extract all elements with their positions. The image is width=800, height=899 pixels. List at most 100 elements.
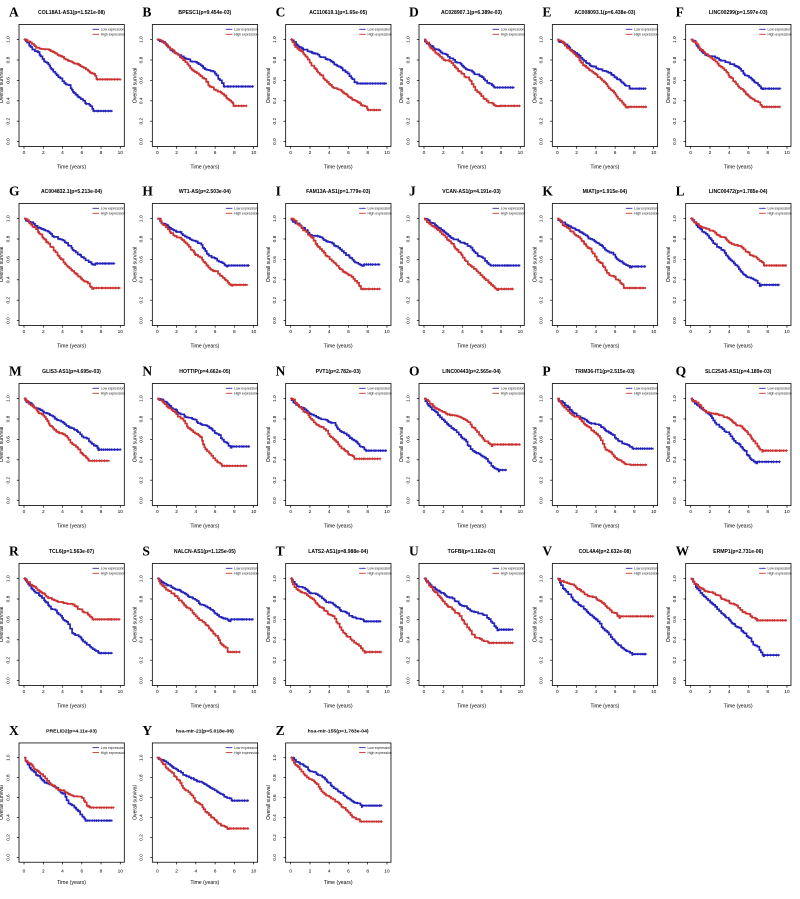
svg-text:Time (years): Time (years) — [590, 344, 619, 350]
svg-text:0.8: 0.8 — [672, 56, 678, 63]
svg-text:8: 8 — [766, 329, 769, 335]
svg-text:0.6: 0.6 — [272, 436, 278, 443]
svg-text:High expression: High expression — [234, 572, 258, 576]
svg-text:TCL6(p=1.563e-07): TCL6(p=1.563e-07) — [49, 549, 94, 555]
svg-text:8: 8 — [633, 329, 636, 335]
svg-text:Overall survival: Overall survival — [266, 247, 272, 282]
svg-text:4: 4 — [728, 150, 731, 156]
svg-text:0.6: 0.6 — [672, 436, 678, 443]
svg-text:2: 2 — [175, 509, 178, 515]
svg-text:6: 6 — [614, 150, 617, 156]
svg-text:1.0: 1.0 — [672, 36, 678, 43]
svg-text:2: 2 — [709, 689, 712, 695]
svg-text:Time (years): Time (years) — [190, 704, 219, 710]
svg-text:10: 10 — [384, 509, 390, 515]
svg-text:Overall survival: Overall survival — [666, 607, 672, 642]
svg-text:0.8: 0.8 — [405, 56, 411, 63]
svg-text:4: 4 — [328, 150, 331, 156]
svg-text:AC004832.1(p=5.213e-04): AC004832.1(p=5.213e-04) — [41, 189, 102, 195]
svg-text:0: 0 — [23, 509, 26, 515]
svg-text:8: 8 — [233, 150, 236, 156]
svg-text:Overall survival: Overall survival — [533, 68, 539, 103]
svg-text:G: G — [9, 184, 20, 199]
svg-text:6: 6 — [80, 869, 83, 875]
svg-text:0.6: 0.6 — [5, 77, 11, 84]
svg-text:Overall survival: Overall survival — [0, 785, 5, 820]
svg-text:6: 6 — [614, 329, 617, 335]
svg-text:C: C — [276, 5, 286, 20]
svg-text:6: 6 — [80, 509, 83, 515]
svg-text:1.0: 1.0 — [405, 575, 411, 582]
svg-text:1.0: 1.0 — [272, 754, 278, 761]
svg-text:Time (years): Time (years) — [190, 165, 219, 171]
svg-text:8: 8 — [500, 329, 503, 335]
svg-text:High expression: High expression — [367, 392, 391, 396]
svg-text:Overall survival: Overall survival — [666, 427, 672, 462]
svg-text:0.2: 0.2 — [139, 477, 145, 484]
svg-text:Time (years): Time (years) — [457, 165, 486, 171]
svg-text:2: 2 — [709, 150, 712, 156]
svg-text:High expression: High expression — [634, 212, 658, 216]
svg-text:2: 2 — [575, 150, 578, 156]
svg-text:MIAT(p=1.915e-04): MIAT(p=1.915e-04) — [583, 189, 628, 195]
svg-text:8: 8 — [100, 689, 103, 695]
svg-text:hsa-mir-21(p=5.018e-06): hsa-mir-21(p=5.018e-06) — [176, 729, 234, 735]
svg-text:8: 8 — [366, 509, 369, 515]
svg-text:Time (years): Time (years) — [724, 344, 753, 350]
svg-text:2: 2 — [42, 689, 45, 695]
svg-text:4: 4 — [194, 689, 197, 695]
svg-text:0.4: 0.4 — [139, 276, 145, 283]
svg-text:6: 6 — [347, 329, 350, 335]
svg-text:0.8: 0.8 — [672, 235, 678, 242]
svg-text:10: 10 — [784, 509, 790, 515]
svg-text:Low expression: Low expression — [367, 567, 391, 571]
svg-text:TGFBI(p=1.162e-03): TGFBI(p=1.162e-03) — [448, 549, 496, 555]
svg-text:0: 0 — [289, 509, 292, 515]
svg-text:8: 8 — [233, 869, 236, 875]
svg-text:BPESC1(p=9.454e-03): BPESC1(p=9.454e-03) — [178, 10, 231, 16]
svg-text:J: J — [409, 184, 416, 199]
svg-text:4: 4 — [461, 689, 464, 695]
svg-text:Overall survival: Overall survival — [132, 785, 138, 820]
svg-text:0: 0 — [289, 150, 292, 156]
svg-text:PVT1(p=2.782e-03): PVT1(p=2.782e-03) — [316, 369, 361, 375]
svg-text:10: 10 — [651, 509, 657, 515]
svg-text:0: 0 — [423, 150, 426, 156]
svg-text:0.0: 0.0 — [5, 677, 11, 684]
svg-text:8: 8 — [100, 329, 103, 335]
svg-text:N: N — [142, 364, 152, 379]
svg-text:0.8: 0.8 — [539, 235, 545, 242]
svg-text:0.2: 0.2 — [139, 118, 145, 125]
svg-text:Low expression: Low expression — [101, 207, 125, 211]
svg-text:Low expression: Low expression — [634, 28, 658, 32]
svg-text:2: 2 — [309, 150, 312, 156]
svg-text:Overall survival: Overall survival — [399, 607, 405, 642]
svg-text:10: 10 — [251, 509, 257, 515]
svg-text:0.0: 0.0 — [139, 497, 145, 504]
svg-text:Time (years): Time (years) — [724, 165, 753, 171]
svg-text:6: 6 — [347, 689, 350, 695]
svg-text:1.0: 1.0 — [272, 215, 278, 222]
svg-text:High expression: High expression — [767, 33, 791, 37]
svg-text:0.8: 0.8 — [5, 774, 11, 781]
svg-text:0.4: 0.4 — [539, 97, 545, 104]
svg-text:0.4: 0.4 — [539, 456, 545, 463]
svg-text:10: 10 — [518, 509, 524, 515]
svg-text:Overall survival: Overall survival — [133, 607, 139, 642]
svg-text:0.0: 0.0 — [672, 497, 678, 504]
svg-text:High expression: High expression — [367, 212, 391, 216]
svg-text:0.2: 0.2 — [405, 118, 411, 125]
svg-text:T: T — [276, 544, 285, 559]
svg-text:8: 8 — [633, 509, 636, 515]
svg-text:0.8: 0.8 — [5, 415, 11, 422]
svg-text:0.8: 0.8 — [139, 56, 145, 63]
svg-text:Q: Q — [676, 364, 687, 379]
svg-text:High expression: High expression — [767, 212, 791, 216]
svg-text:Low expression: Low expression — [767, 387, 791, 391]
svg-text:10: 10 — [518, 329, 524, 335]
svg-text:Time (years): Time (years) — [590, 704, 619, 710]
svg-text:0.2: 0.2 — [672, 657, 678, 664]
svg-text:0.6: 0.6 — [139, 77, 145, 84]
svg-text:0: 0 — [423, 329, 426, 335]
svg-text:0.2: 0.2 — [5, 118, 11, 125]
